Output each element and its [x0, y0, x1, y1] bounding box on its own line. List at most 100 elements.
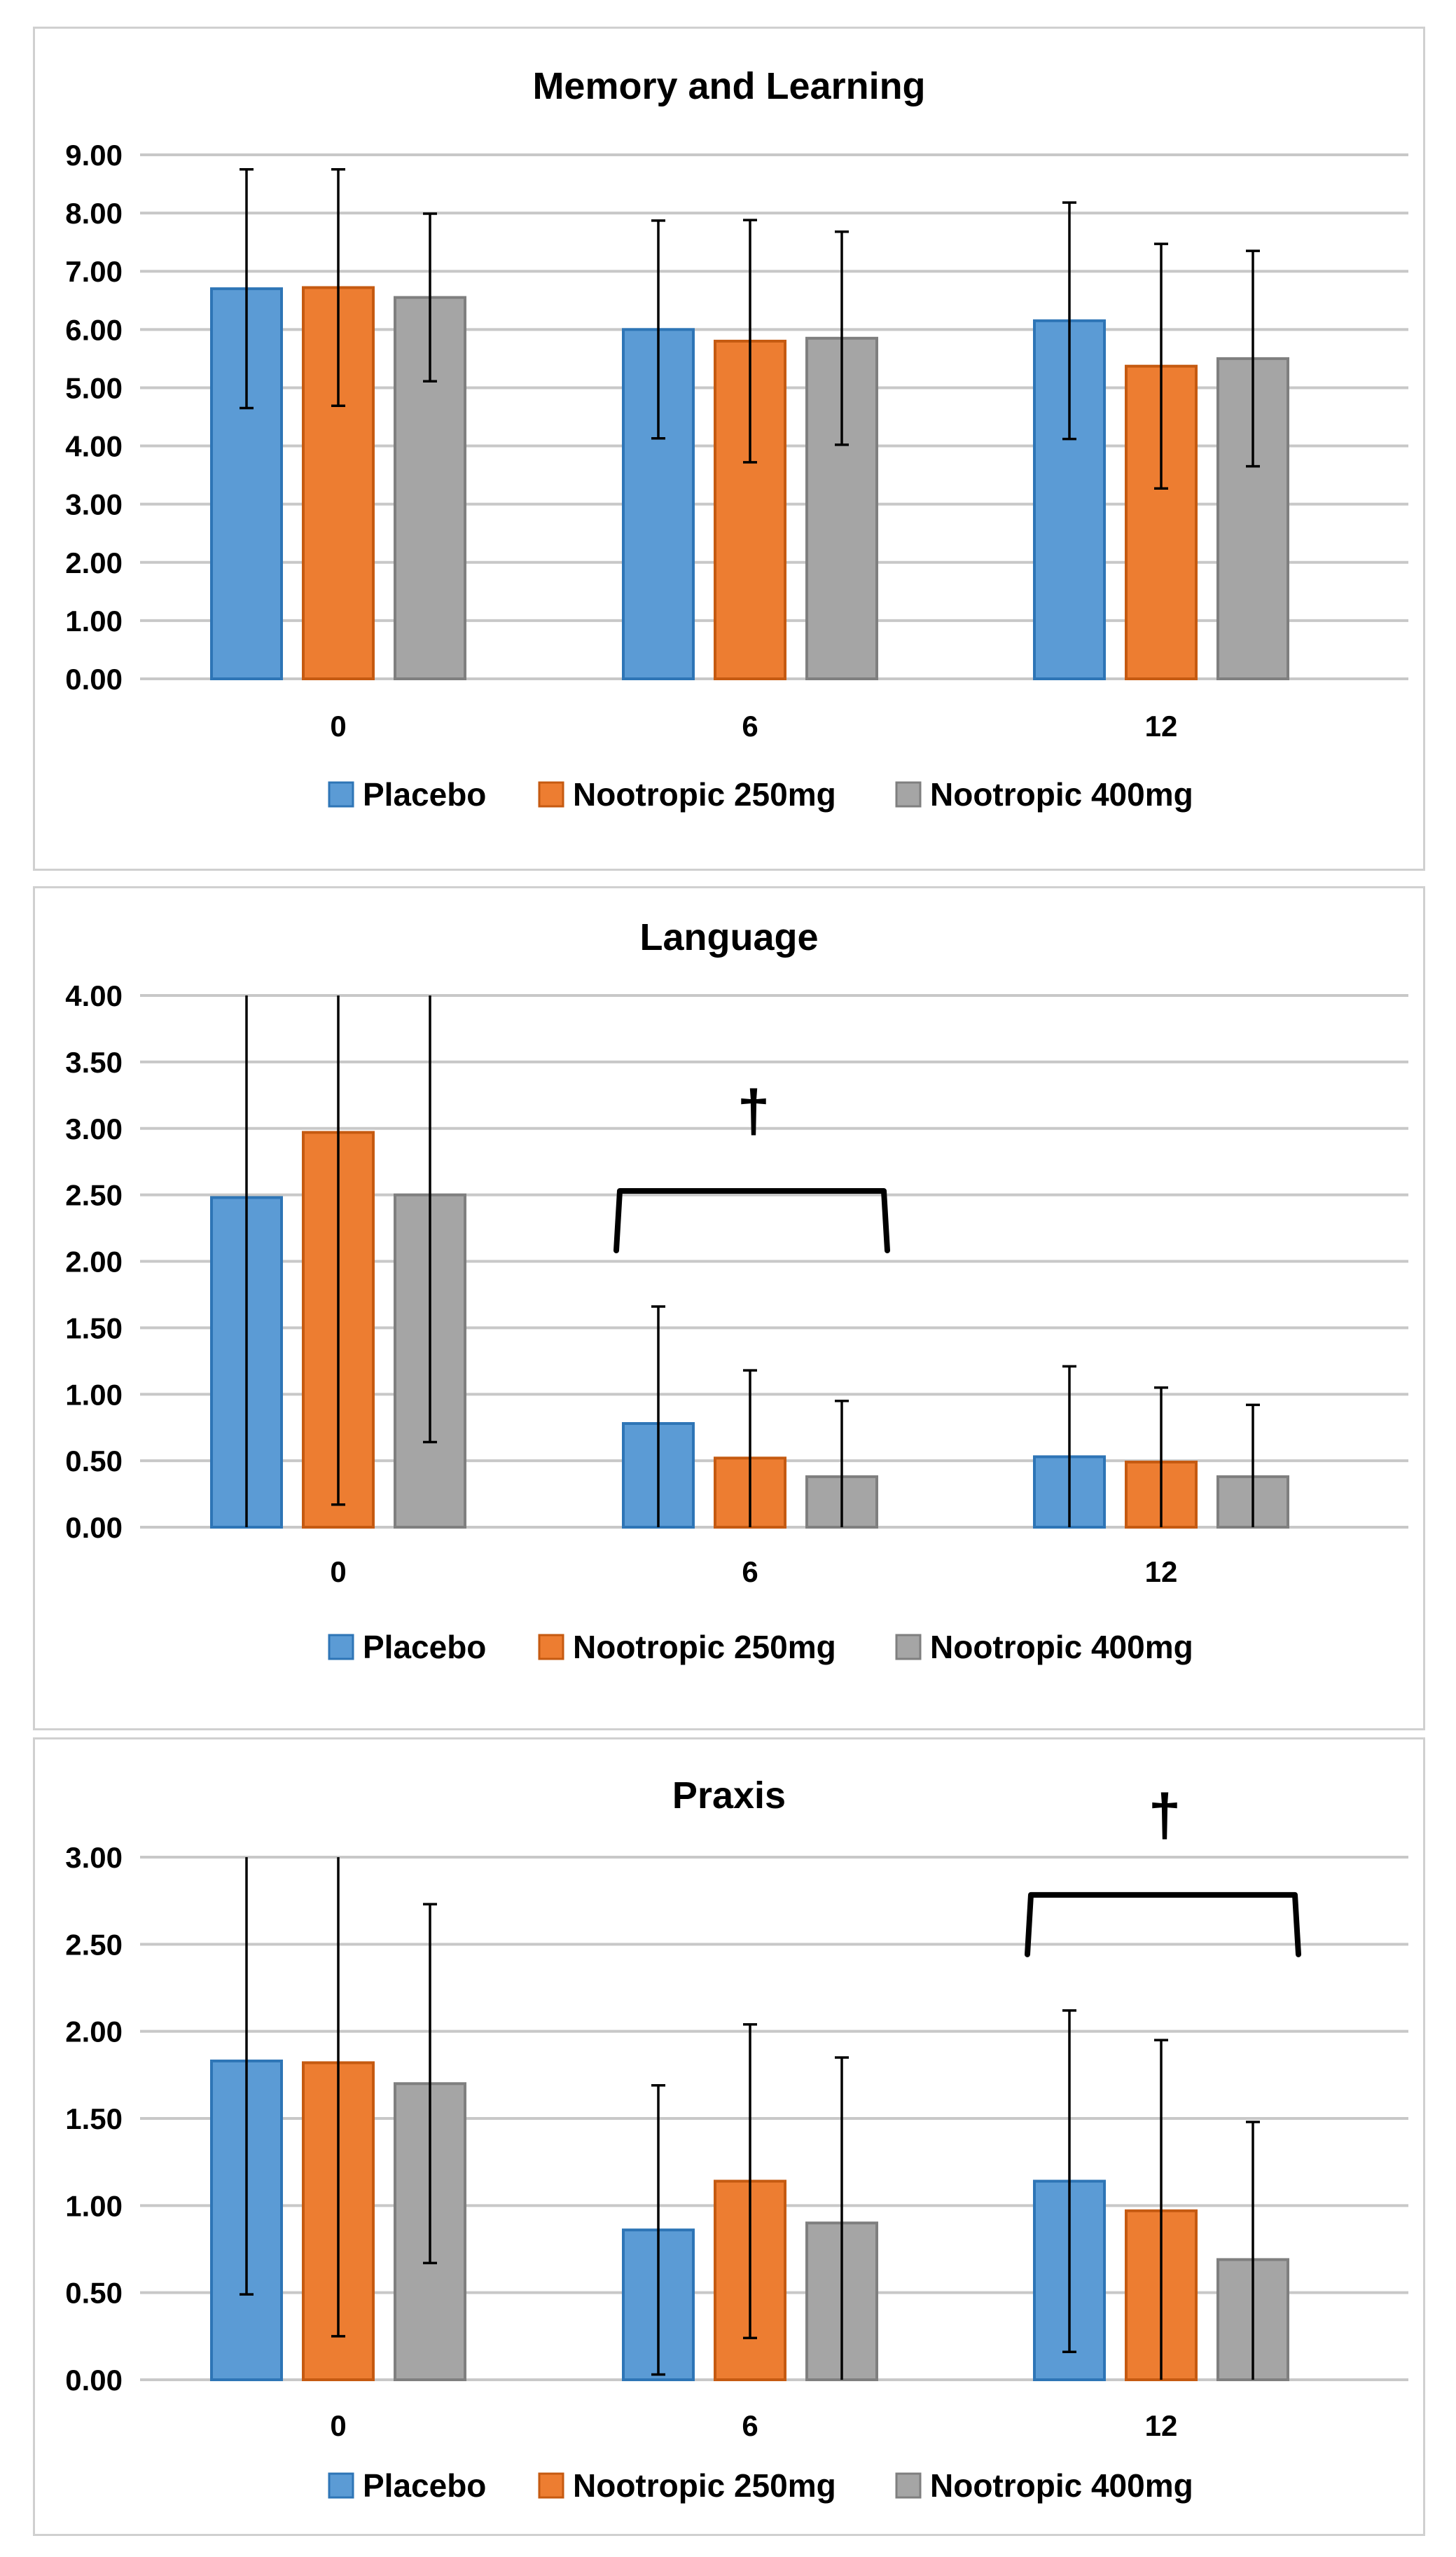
y-tick-label: 4.00 — [65, 430, 123, 463]
error-bar — [651, 2084, 665, 2376]
legend-item-nootropic-400mg: Nootropic 400mg — [895, 2467, 1193, 2504]
y-tick-label: 7.00 — [65, 255, 123, 288]
legend-swatch — [538, 1634, 564, 1660]
y-tick-label: 5.00 — [65, 371, 123, 404]
y-tick-label: 0.00 — [65, 2364, 123, 2397]
legend-swatch — [328, 2472, 354, 2499]
x-tick-label: 12 — [1145, 1555, 1178, 1588]
x-tick-label: 0 — [330, 2409, 346, 2442]
y-tick-label: 1.00 — [65, 2189, 123, 2222]
error-bar — [1154, 1386, 1168, 1527]
legend-swatch — [895, 781, 922, 808]
y-tick-label: 6.00 — [65, 313, 123, 346]
error-bar — [1246, 249, 1260, 468]
legend-item-nootropic-250mg: Nootropic 250mg — [538, 1629, 836, 1665]
y-tick-label: 3.00 — [65, 488, 123, 521]
legend-label: Nootropic 250mg — [573, 2467, 836, 2504]
y-tick-label: 2.50 — [65, 1179, 123, 1212]
chart-panel-language: Language 0.00 0.50 1.00 1.50 2.00 2.50 3.00 3.50… — [33, 886, 1425, 1730]
chart-language: Language 0.00 0.50 1.00 1.50 2.00 2.50 3.00 3.50… — [65, 916, 1408, 1665]
legend-item-nootropic-400mg: Nootropic 400mg — [895, 1629, 1193, 1665]
error-bar — [1154, 242, 1168, 490]
error-bar — [423, 995, 437, 1444]
y-tick-label: 3.00 — [65, 1841, 123, 1874]
y-tick-label: 8.00 — [65, 197, 123, 230]
error-bar — [240, 1857, 254, 2296]
legend-label: Placebo — [363, 2467, 486, 2504]
legend-item-placebo: Placebo — [328, 1629, 486, 1665]
bar-nootropic-400mg — [394, 296, 466, 681]
chart-memory-learning: Memory and Learning 0.00 1.00 2.00 3.00 4.00 5… — [65, 65, 1408, 813]
y-tick-label: 3.00 — [65, 1112, 123, 1145]
error-bar — [651, 219, 665, 440]
chart-praxis: Praxis 0.00 0.50 1.00 1.50 2.00 2.50 3.00 0 6 12 † P… — [65, 1774, 1408, 2504]
y-tick-label: 0.50 — [65, 2277, 123, 2310]
significance-bracket — [613, 1188, 890, 1254]
x-tick-label: 0 — [330, 710, 346, 743]
legend-label: Nootropic 400mg — [930, 776, 1193, 813]
error-bar — [651, 1305, 665, 1527]
x-tick-label: 12 — [1145, 2409, 1178, 2442]
error-bar — [835, 2056, 849, 2380]
bar-placebo — [622, 328, 695, 680]
y-tick-label: 2.00 — [65, 2015, 123, 2048]
chart-panel-memory-learning: Memory and Learning 0.00 1.00 2.00 3.00 4.00 5… — [33, 27, 1425, 871]
y-tick-label: 2.50 — [65, 1928, 123, 1961]
legend-item-nootropic-250mg: Nootropic 250mg — [538, 776, 836, 813]
error-bar — [1246, 1403, 1260, 1527]
significance-dagger: † — [1149, 1782, 1181, 1848]
y-tick-label: 1.00 — [65, 605, 123, 637]
legend-label: Placebo — [363, 1629, 486, 1665]
y-tick-label: 1.00 — [65, 1378, 123, 1411]
error-bar — [1062, 201, 1076, 441]
y-tick-label: 0.00 — [65, 1511, 123, 1544]
x-tick-label: 6 — [742, 710, 758, 743]
error-bar — [743, 1369, 757, 1527]
significance-bracket — [1025, 1891, 1301, 1957]
legend-swatch — [328, 1634, 354, 1660]
x-tick-label: 6 — [742, 2409, 758, 2442]
error-bar — [835, 1399, 849, 1527]
error-bar — [423, 212, 437, 383]
y-tick-label: 9.00 — [65, 139, 123, 172]
legend-item-nootropic-250mg: Nootropic 250mg — [538, 2467, 836, 2504]
error-bar — [1062, 2009, 1076, 2353]
significance-dagger: † — [737, 1078, 770, 1144]
error-bar — [743, 219, 757, 464]
error-bar — [743, 2022, 757, 2340]
error-bar — [331, 995, 345, 1506]
error-bar — [835, 230, 849, 446]
legend-swatch — [895, 2472, 922, 2499]
error-bar — [1246, 2121, 1260, 2380]
error-bar — [331, 168, 345, 407]
y-tick-label: 2.00 — [65, 1246, 123, 1278]
y-tick-label: 1.50 — [65, 1311, 123, 1344]
legend-swatch — [895, 1634, 922, 1660]
y-tick-label: 0.50 — [65, 1445, 123, 1477]
x-tick-label: 12 — [1145, 710, 1178, 743]
legend-swatch — [538, 781, 564, 808]
legend-swatch — [328, 781, 354, 808]
error-bar — [1062, 1365, 1076, 1527]
legend-label: Nootropic 250mg — [573, 776, 836, 813]
y-tick-label: 1.50 — [65, 2102, 123, 2135]
chart-title: Language — [639, 916, 818, 958]
chart-title: Memory and Learning — [532, 65, 925, 107]
error-bar — [240, 168, 254, 410]
y-tick-label: 3.50 — [65, 1046, 123, 1079]
y-tick-label: 2.00 — [65, 546, 123, 579]
y-tick-label: 4.00 — [65, 979, 123, 1012]
legend-label: Nootropic 400mg — [930, 1629, 1193, 1665]
chart-title: Praxis — [672, 1774, 786, 1817]
legend-label: Nootropic 250mg — [573, 1629, 836, 1665]
error-bar — [331, 1857, 345, 2338]
y-tick-label: 0.00 — [65, 663, 123, 696]
legend-label: Nootropic 400mg — [930, 2467, 1193, 2504]
legend-label: Placebo — [363, 776, 486, 813]
bar-placebo — [1033, 319, 1106, 680]
legend-item-nootropic-400mg: Nootropic 400mg — [895, 776, 1193, 813]
x-tick-label: 6 — [742, 1555, 758, 1588]
legend-item-placebo: Placebo — [328, 2467, 486, 2504]
error-bar — [1154, 2039, 1168, 2380]
chart-panel-praxis: Praxis 0.00 0.50 1.00 1.50 2.00 2.50 3.00 0 6 12 † P… — [33, 1737, 1425, 2536]
